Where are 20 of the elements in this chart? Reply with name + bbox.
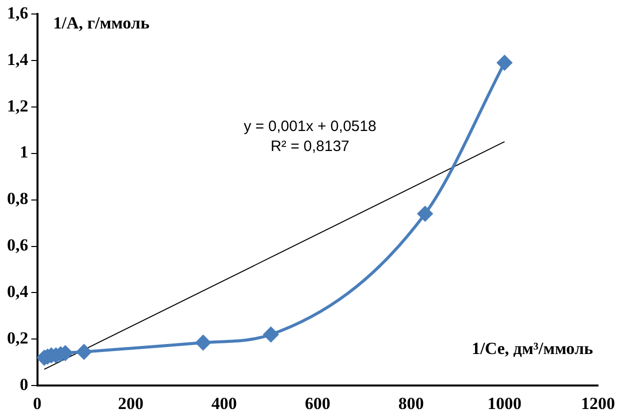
x-axis-title: 1/Ce, дм³/ммоль [472, 338, 593, 358]
x-tick-label: 1000 [488, 394, 522, 414]
y-tick-label: 1 [20, 142, 28, 162]
y-tick-label: 0,4 [7, 282, 29, 302]
x-tick-label: 0 [33, 394, 42, 414]
y-tick-label: 1,6 [7, 3, 28, 22]
x-tick-label: 600 [304, 394, 330, 414]
y-tick-label: 0 [20, 374, 28, 394]
annotation: y = 0,001x + 0,0518 [244, 118, 376, 136]
x-tick-label: 800 [398, 394, 424, 414]
x-tick-label: 200 [118, 394, 144, 414]
y-tick-label: 0,2 [7, 328, 28, 348]
y-tick-label: 0,6 [7, 236, 28, 255]
annotation: R² = 0,8137 [270, 138, 350, 156]
x-tick-label: 1200 [581, 394, 615, 414]
y-tick-label: 1,2 [7, 96, 28, 116]
y-axis-title: 1/A, г/ммоль [53, 13, 150, 32]
y-tick-label: 0,8 [7, 189, 28, 208]
x-tick-label: 400 [211, 394, 237, 414]
y-tick-label: 1,4 [7, 50, 29, 69]
